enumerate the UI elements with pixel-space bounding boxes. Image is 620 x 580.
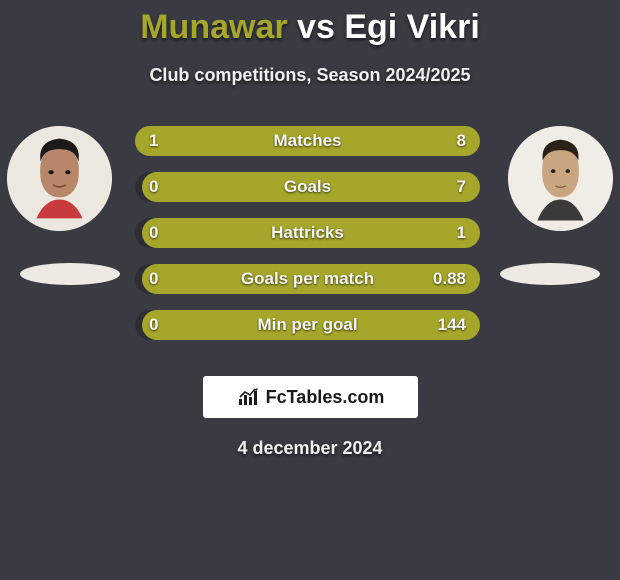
stat-label: Goals (135, 172, 480, 202)
player2-name: Egi Vikri (344, 8, 479, 46)
player2-avatar (508, 126, 613, 231)
player2-shadow (500, 263, 600, 285)
stat-row: 0Goals7 (135, 172, 480, 202)
stat-right-value: 7 (457, 172, 466, 202)
brand-text: FcTables.com (266, 387, 385, 408)
brand-box: FcTables.com (203, 376, 418, 418)
page-title: Munawar vs Egi Vikri (0, 0, 620, 47)
stat-right-value: 8 (457, 126, 466, 156)
player1-avatar (7, 126, 112, 231)
comparison-content: 1Matches80Goals70Hattricks10Goals per ma… (0, 126, 620, 356)
stat-row: 0Hattricks1 (135, 218, 480, 248)
stat-row: 0Min per goal144 (135, 310, 480, 340)
stat-label: Goals per match (135, 264, 480, 294)
stat-row: 1Matches8 (135, 126, 480, 156)
date-text: 4 december 2024 (0, 438, 620, 459)
stat-right-value: 0.88 (433, 264, 466, 294)
subtitle: Club competitions, Season 2024/2025 (0, 65, 620, 86)
stat-right-value: 144 (438, 310, 466, 340)
stat-label: Hattricks (135, 218, 480, 248)
player1-name: Munawar (140, 8, 287, 46)
vs-text: vs (297, 8, 335, 46)
stat-row: 0Goals per match0.88 (135, 264, 480, 294)
brand-chart-icon (236, 387, 262, 407)
stats-bars: 1Matches80Goals70Hattricks10Goals per ma… (135, 126, 480, 356)
stat-label: Matches (135, 126, 480, 156)
stat-right-value: 1 (457, 218, 466, 248)
player1-shadow (20, 263, 120, 285)
stat-label: Min per goal (135, 310, 480, 340)
